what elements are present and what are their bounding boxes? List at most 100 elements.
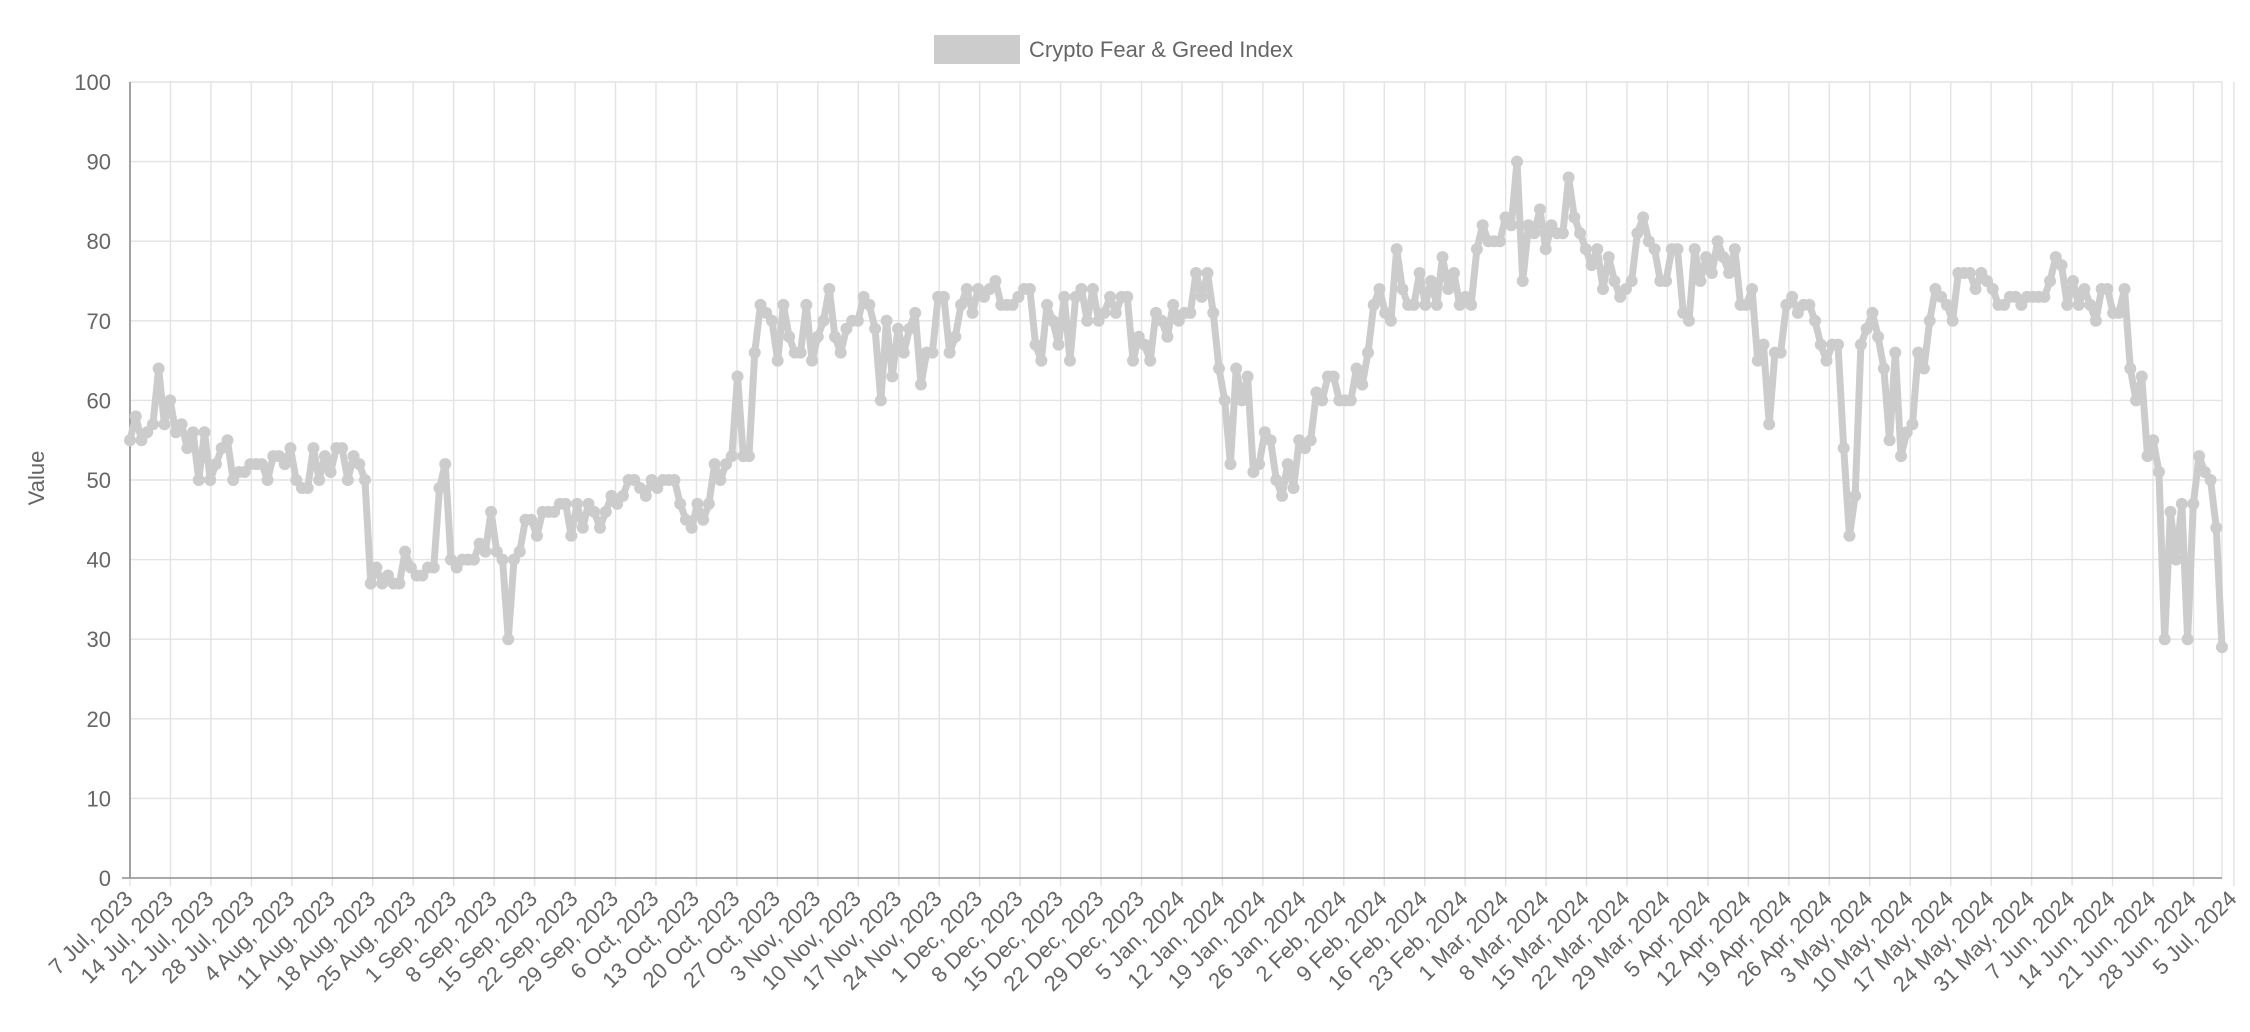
- data-point[interactable]: [158, 418, 171, 431]
- data-point[interactable]: [943, 346, 956, 359]
- data-point[interactable]: [370, 561, 383, 574]
- data-point[interactable]: [909, 306, 922, 319]
- data-point[interactable]: [2055, 259, 2068, 272]
- data-point[interactable]: [1104, 290, 1117, 303]
- data-point[interactable]: [1568, 211, 1581, 224]
- data-point[interactable]: [324, 466, 337, 479]
- data-point[interactable]: [955, 298, 968, 311]
- data-point[interactable]: [1912, 346, 1925, 359]
- data-point[interactable]: [2130, 394, 2143, 407]
- data-point[interactable]: [2112, 306, 2125, 319]
- data-point[interactable]: [1579, 243, 1592, 256]
- data-point[interactable]: [1304, 434, 1317, 447]
- data-point[interactable]: [571, 497, 584, 510]
- data-point[interactable]: [771, 354, 784, 367]
- data-point[interactable]: [593, 521, 606, 534]
- data-point[interactable]: [765, 314, 778, 327]
- data-point[interactable]: [1201, 267, 1214, 280]
- data-point[interactable]: [1682, 314, 1695, 327]
- data-point[interactable]: [1190, 267, 1203, 280]
- data-point[interactable]: [341, 474, 354, 486]
- data-point[interactable]: [1127, 354, 1140, 367]
- data-point[interactable]: [2061, 298, 2074, 311]
- data-point[interactable]: [2118, 282, 2131, 295]
- data-point[interactable]: [828, 330, 841, 343]
- data-point[interactable]: [2147, 434, 2160, 447]
- data-point[interactable]: [1230, 362, 1243, 375]
- data-point[interactable]: [1224, 458, 1237, 471]
- data-point[interactable]: [433, 481, 446, 494]
- data-point[interactable]: [1694, 275, 1707, 287]
- data-point[interactable]: [427, 561, 440, 574]
- data-point[interactable]: [1728, 243, 1741, 256]
- data-point[interactable]: [1889, 346, 1902, 359]
- data-point[interactable]: [1098, 306, 1111, 319]
- data-point[interactable]: [1963, 267, 1976, 280]
- data-point[interactable]: [175, 418, 188, 431]
- data-point[interactable]: [1860, 322, 1873, 335]
- data-point[interactable]: [748, 346, 761, 359]
- data-point[interactable]: [525, 513, 538, 526]
- data-point[interactable]: [496, 553, 509, 566]
- data-point[interactable]: [1316, 394, 1329, 407]
- data-point[interactable]: [318, 450, 331, 463]
- data-point[interactable]: [1218, 394, 1231, 407]
- data-point[interactable]: [794, 346, 807, 359]
- legend[interactable]: Crypto Fear & Greed Index: [934, 35, 1293, 64]
- data-point[interactable]: [1413, 267, 1426, 280]
- data-point[interactable]: [2164, 505, 2177, 518]
- data-point[interactable]: [1442, 282, 1455, 295]
- data-point[interactable]: [2158, 633, 2171, 646]
- data-point[interactable]: [1161, 330, 1174, 343]
- data-point[interactable]: [1591, 243, 1604, 256]
- data-point[interactable]: [800, 298, 813, 311]
- data-point[interactable]: [399, 545, 412, 558]
- data-point[interactable]: [1075, 282, 1088, 295]
- data-point[interactable]: [1746, 282, 1759, 295]
- data-point[interactable]: [152, 362, 165, 375]
- data-point[interactable]: [1602, 251, 1615, 264]
- data-point[interactable]: [187, 426, 200, 439]
- data-point[interactable]: [1167, 298, 1180, 311]
- data-point[interactable]: [1384, 314, 1397, 327]
- data-point[interactable]: [2175, 497, 2188, 510]
- data-point[interactable]: [1023, 282, 1036, 295]
- data-point[interactable]: [892, 322, 905, 335]
- data-point[interactable]: [439, 458, 452, 471]
- data-point[interactable]: [1516, 275, 1529, 287]
- data-point[interactable]: [1969, 282, 1982, 295]
- data-point[interactable]: [1465, 298, 1478, 311]
- data-point[interactable]: [1470, 243, 1483, 256]
- data-point[interactable]: [1138, 338, 1151, 351]
- data-point[interactable]: [886, 370, 899, 383]
- data-point[interactable]: [1688, 243, 1701, 256]
- data-point[interactable]: [278, 458, 291, 471]
- data-point[interactable]: [1539, 243, 1552, 256]
- data-point[interactable]: [221, 434, 234, 447]
- data-point[interactable]: [313, 474, 326, 486]
- data-point[interactable]: [639, 489, 652, 502]
- data-point[interactable]: [2084, 298, 2097, 311]
- data-point[interactable]: [1281, 458, 1294, 471]
- data-point[interactable]: [1287, 481, 1300, 494]
- data-point[interactable]: [1895, 450, 1908, 463]
- data-point[interactable]: [1872, 330, 1885, 343]
- data-point[interactable]: [777, 298, 790, 311]
- data-point[interactable]: [1786, 290, 1799, 303]
- data-point[interactable]: [1362, 346, 1375, 359]
- data-point[interactable]: [708, 458, 721, 471]
- data-point[interactable]: [1121, 290, 1134, 303]
- data-point[interactable]: [1367, 298, 1380, 311]
- data-point[interactable]: [1270, 474, 1283, 486]
- data-point[interactable]: [2066, 275, 2079, 287]
- data-point[interactable]: [2135, 370, 2148, 383]
- data-point[interactable]: [1625, 275, 1638, 287]
- data-point[interactable]: [301, 481, 314, 494]
- data-point[interactable]: [393, 577, 406, 590]
- data-point[interactable]: [1562, 171, 1575, 184]
- data-point[interactable]: [599, 505, 612, 518]
- data-point[interactable]: [691, 497, 704, 510]
- data-point[interactable]: [1774, 346, 1787, 359]
- data-point[interactable]: [124, 434, 136, 447]
- data-point[interactable]: [513, 545, 526, 558]
